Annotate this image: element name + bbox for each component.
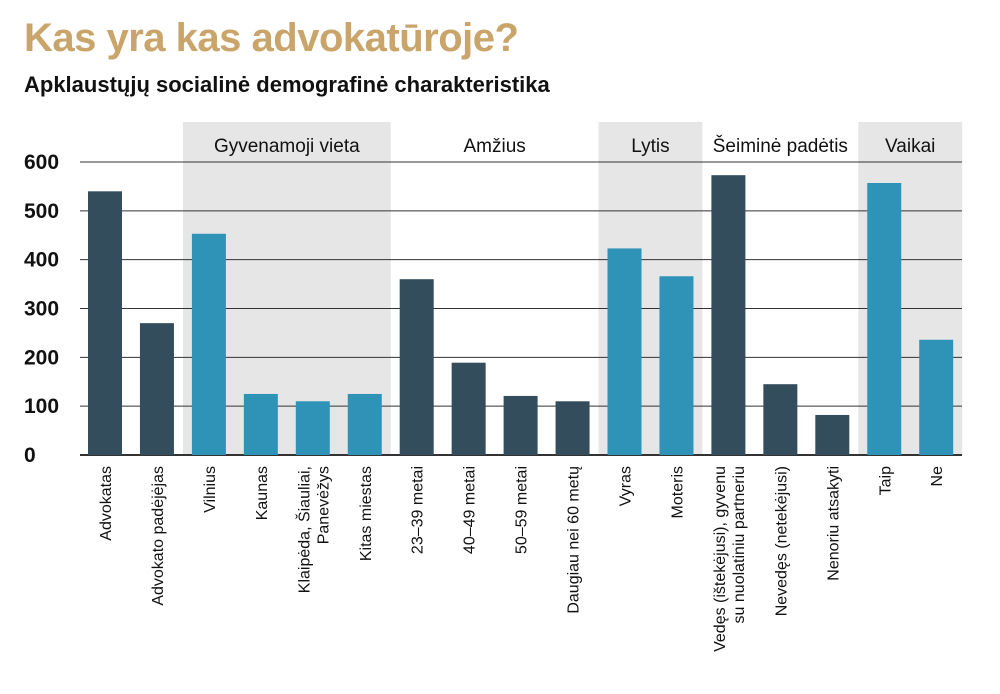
group-label: Šeiminė padėtis bbox=[713, 135, 848, 157]
x-tick-label-line: Taip bbox=[877, 466, 894, 495]
bar bbox=[659, 276, 694, 455]
page-subtitle: Apklaustųjų socialinė demografinė charak… bbox=[24, 72, 550, 97]
x-tick-label-line: Daugiau nei 60 metų bbox=[566, 466, 583, 614]
x-tick-label: Advokato padėjėjas bbox=[150, 466, 167, 606]
x-tick-label-line: Klaipėda, Šiauliai, bbox=[294, 466, 313, 593]
x-tick-label: Daugiau nei 60 metų bbox=[566, 466, 583, 614]
x-tick-label-line: 50–59 metai bbox=[514, 466, 531, 554]
y-tick-label: 300 bbox=[24, 298, 59, 321]
y-tick-label: 600 bbox=[24, 151, 59, 174]
x-tick-label: Moteris bbox=[669, 466, 686, 518]
y-tick-label: 100 bbox=[24, 395, 59, 418]
bar bbox=[191, 233, 226, 455]
bar bbox=[139, 323, 174, 455]
bar bbox=[711, 175, 746, 455]
page-title: Kas yra kas advokatūroje? bbox=[24, 16, 519, 60]
y-tick-label: 400 bbox=[24, 249, 59, 272]
group-label: Amžius bbox=[463, 136, 525, 157]
x-tick-label-line: Moteris bbox=[669, 466, 686, 518]
x-tick-label: Klaipėda, Šiauliai, Panevėžys bbox=[294, 466, 332, 593]
bar bbox=[503, 395, 538, 455]
x-tick-label: 40–49 metai bbox=[462, 466, 479, 554]
bar bbox=[607, 248, 642, 455]
x-tick-label-line: Advokatas bbox=[98, 466, 115, 541]
bar bbox=[555, 401, 590, 455]
group-label: Vaikai bbox=[885, 136, 935, 157]
x-tick-label: Advokatas bbox=[98, 466, 115, 541]
x-tick-label: Vedęs (ištekėjusi), gyvenu su nuolatiniu … bbox=[712, 466, 748, 652]
x-tick-label-line: 40–49 metai bbox=[462, 466, 479, 554]
x-tick-label: 23–39 metai bbox=[410, 466, 427, 554]
x-tick-label-line: Nevedęs (netekėjusi) bbox=[773, 466, 790, 616]
x-tick-label-line: Vyras bbox=[618, 466, 635, 506]
y-tick-label: 200 bbox=[24, 346, 59, 369]
x-tick-label-line: Advokato padėjėjas bbox=[150, 466, 167, 606]
bar bbox=[867, 182, 902, 455]
x-tick-label: Vyras bbox=[618, 466, 635, 506]
bar bbox=[88, 191, 122, 456]
x-tick-label-line: su nuolatiniu partneriu bbox=[731, 466, 748, 623]
x-tick-label-line: Ne bbox=[929, 466, 946, 487]
x-tick-label: Ne bbox=[929, 466, 946, 487]
x-tick-label: Nenoriu atsakyti bbox=[825, 466, 842, 581]
x-tick-label: Nevedęs (netekėjusi) bbox=[773, 466, 790, 616]
x-tick-label: 50–59 metai bbox=[514, 466, 531, 554]
x-tick-label-line: Vedęs (ištekėjusi), gyvenu bbox=[712, 466, 729, 652]
bar bbox=[919, 339, 954, 455]
bar bbox=[763, 384, 798, 455]
bar bbox=[347, 393, 382, 455]
bar bbox=[243, 393, 278, 455]
group-label: Lytis bbox=[631, 136, 669, 157]
x-tick-label: Taip bbox=[877, 466, 894, 495]
x-tick-label-line: Panevėžys bbox=[315, 466, 332, 544]
group-label: Gyvenamoji vieta bbox=[214, 136, 360, 157]
bar bbox=[295, 401, 330, 455]
x-tick-label: Kaunas bbox=[254, 466, 271, 520]
bar bbox=[399, 279, 434, 455]
y-tick-label: 0 bbox=[24, 444, 36, 467]
x-tick-label-line: Nenoriu atsakyti bbox=[825, 466, 842, 581]
x-tick-label-line: Vilnius bbox=[202, 466, 219, 513]
bar bbox=[815, 414, 850, 455]
bar bbox=[451, 362, 486, 455]
y-tick-label: 500 bbox=[24, 200, 59, 223]
x-tick-label: Vilnius bbox=[202, 466, 219, 513]
x-tick-label: Kitas miestas bbox=[358, 466, 375, 561]
x-tick-label-line: 23–39 metai bbox=[410, 466, 427, 554]
x-tick-label-line: Kitas miestas bbox=[358, 466, 375, 561]
x-tick-label-line: Kaunas bbox=[254, 466, 271, 520]
